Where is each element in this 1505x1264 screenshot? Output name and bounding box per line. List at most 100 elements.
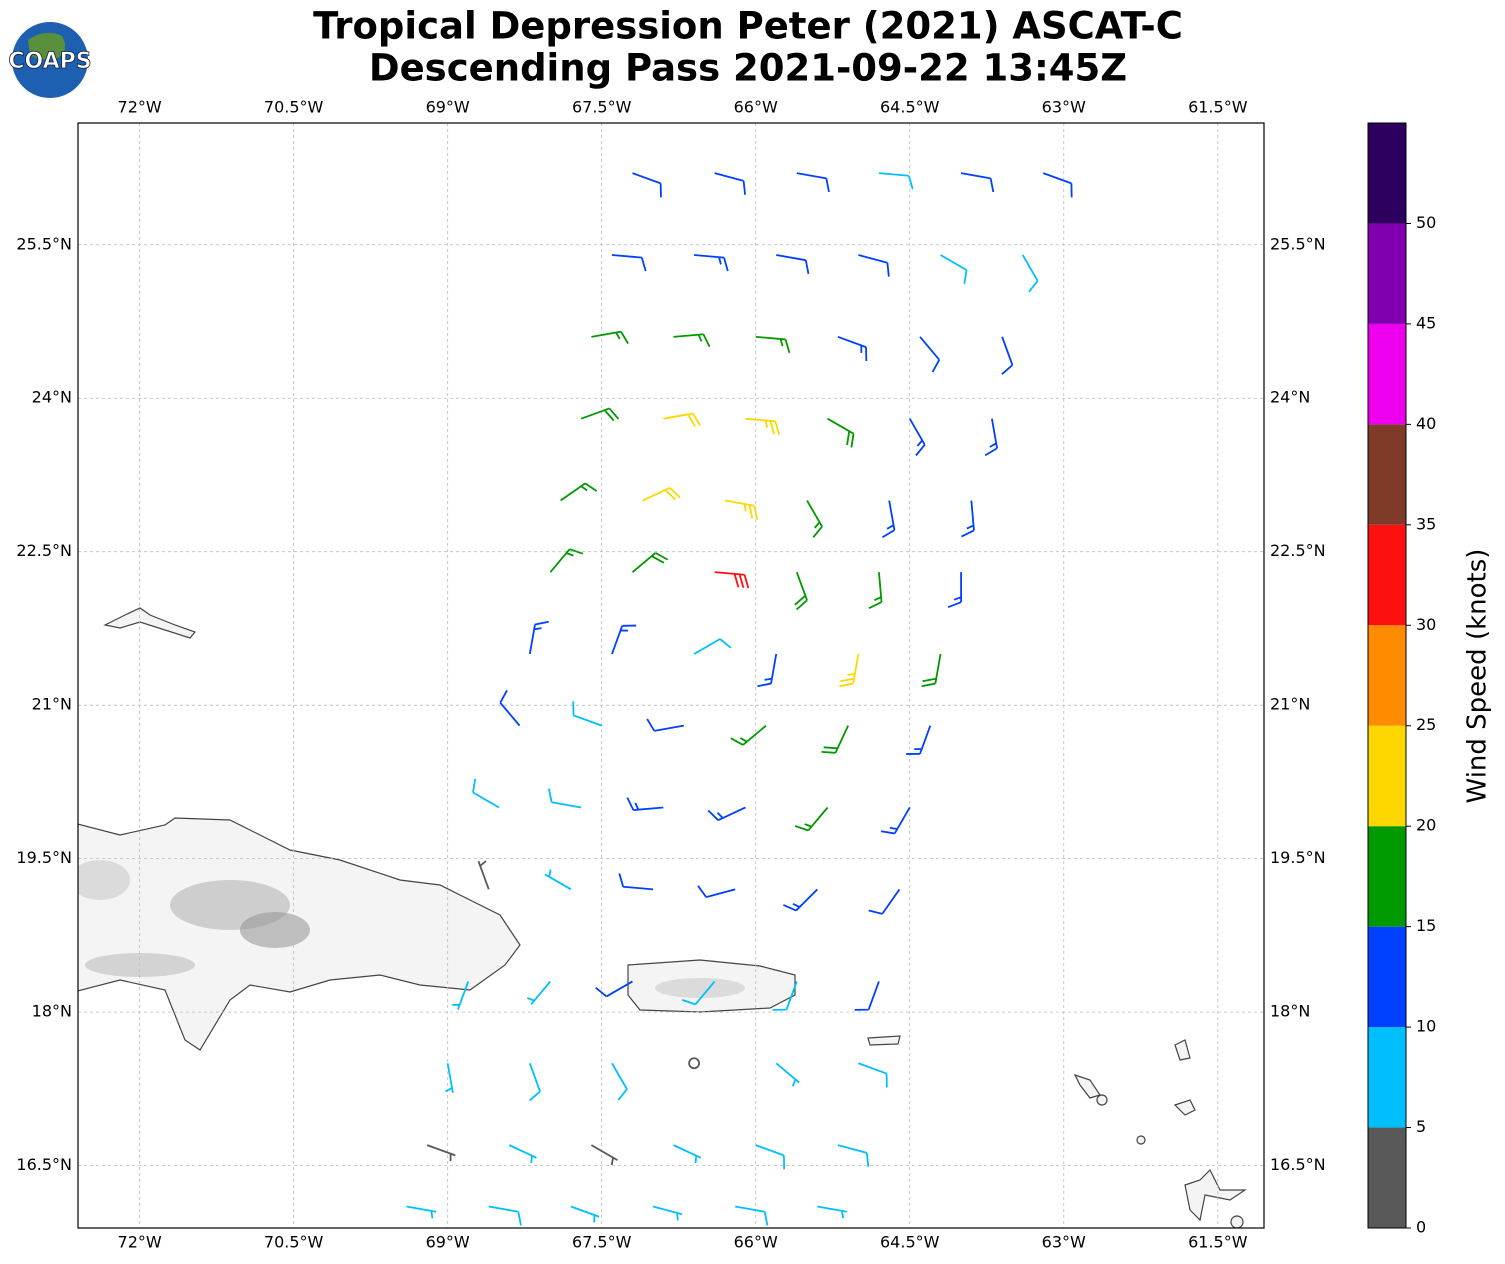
- barb-glyph: [528, 1062, 541, 1102]
- wind-barb: [960, 172, 995, 193]
- wind-barb: [611, 624, 637, 655]
- wind-barb: [426, 1144, 456, 1162]
- wind-barb: [632, 172, 662, 198]
- wind-barb: [775, 1062, 800, 1087]
- wind-barb: [697, 885, 736, 898]
- y-tick-label: 22.5°N: [16, 541, 72, 560]
- barb-glyph: [730, 724, 767, 746]
- wind-barb: [908, 418, 926, 457]
- barb-glyph: [406, 1205, 437, 1219]
- barb-glyph: [919, 336, 941, 373]
- x-tick-label: 64.5°W: [880, 1233, 940, 1252]
- island: [1136, 1135, 1146, 1145]
- x-tick-label: 67.5°W: [572, 98, 632, 117]
- barb-glyph: [775, 1062, 800, 1087]
- y-tick-label: 16.5°N: [16, 1155, 72, 1174]
- wind-barb: [626, 797, 664, 811]
- wind-barb: [590, 1144, 618, 1166]
- barb-glyph: [772, 981, 798, 1011]
- wind-barb: [591, 330, 629, 345]
- wind-barb: [745, 417, 781, 435]
- barb-glyph: [806, 500, 823, 538]
- barb-glyph: [707, 806, 746, 821]
- wind-barb: [714, 571, 750, 589]
- barb-glyph: [611, 624, 637, 655]
- wind-barb: [673, 333, 711, 348]
- barb-glyph: [499, 690, 521, 727]
- barb-glyph: [794, 571, 808, 611]
- wind-barb: [794, 571, 808, 611]
- wind-barb: [580, 407, 620, 422]
- wind-barb: [707, 806, 746, 821]
- wind-barb: [618, 873, 654, 891]
- barb-glyph: [591, 330, 629, 345]
- terrain: [78, 860, 130, 900]
- colorbar-segment: [1368, 926, 1406, 1028]
- wind-barb: [694, 254, 729, 272]
- wind-barb: [646, 718, 684, 732]
- map-frame: [77, 122, 1265, 1229]
- barb-glyph: [882, 500, 896, 539]
- x-tick-label: 67.5°W: [572, 1233, 632, 1252]
- barb-glyph: [837, 335, 868, 362]
- barb-glyph: [642, 487, 681, 502]
- barb-glyph: [714, 172, 746, 195]
- wind-barb: [921, 653, 942, 688]
- wind-barb: [681, 980, 716, 1006]
- barb-glyph: [794, 806, 829, 832]
- barb-glyph: [796, 172, 830, 193]
- wind-barb: [508, 1144, 537, 1164]
- barb-glyph: [755, 335, 791, 354]
- barb-glyph: [961, 500, 975, 538]
- wind-barb: [878, 172, 914, 190]
- wind-barb: [611, 254, 647, 272]
- colorbar-tick-label: 45: [1416, 313, 1436, 332]
- wind-barb: [961, 500, 975, 538]
- barb-glyph: [880, 807, 911, 835]
- wind-barb: [488, 1205, 522, 1226]
- barb-glyph: [632, 172, 662, 198]
- barb-glyph: [947, 572, 962, 609]
- barb-glyph: [858, 1062, 888, 1088]
- colorbar-tick-label: 10: [1416, 1017, 1436, 1036]
- wind-barb: [839, 653, 860, 688]
- wind-barb: [868, 572, 883, 609]
- colorbar-tick-label: 50: [1416, 213, 1436, 232]
- barb-glyph: [837, 1144, 870, 1167]
- colorbar-segment: [1368, 123, 1406, 224]
- wind-barb: [837, 1144, 870, 1167]
- barb-glyph: [735, 1205, 769, 1226]
- colorbar-tick-label: 30: [1416, 615, 1436, 634]
- colorbar-segment: [1368, 1027, 1406, 1128]
- barb-glyph: [673, 1144, 702, 1164]
- x-tick-label: 66°W: [734, 1233, 778, 1252]
- wind-barb: [499, 690, 521, 727]
- barb-glyph: [868, 888, 901, 915]
- wind-barb: [548, 788, 582, 809]
- barb-glyph: [714, 571, 750, 589]
- logo-land: [28, 32, 66, 60]
- wind-barb: [906, 725, 932, 755]
- barb-glyph: [1021, 254, 1039, 293]
- wind-barb: [528, 620, 549, 655]
- barb-glyph: [452, 981, 470, 1010]
- barb-glyph: [783, 888, 818, 912]
- calm-circle: [688, 1057, 701, 1070]
- x-tick-label: 70.5°W: [264, 98, 324, 117]
- wind-barb: [919, 336, 941, 373]
- colorbar-tick-label: 5: [1416, 1117, 1426, 1136]
- barb-glyph: [984, 418, 998, 457]
- barb-glyph: [745, 417, 781, 435]
- wind-barb: [663, 412, 701, 427]
- barb-glyph: [626, 797, 664, 811]
- barb-glyph: [839, 653, 860, 688]
- wind-barb: [1021, 254, 1039, 293]
- barb-glyph: [544, 869, 572, 891]
- colorbar: 0 5 10 15 20 25 30 35 40 45 50: [1367, 122, 1436, 1237]
- barb-glyph: [878, 172, 914, 190]
- wind-barb: [827, 417, 855, 448]
- barb-glyph: [724, 499, 759, 520]
- wind-barb: [858, 254, 890, 277]
- barb-glyph: [817, 1205, 848, 1219]
